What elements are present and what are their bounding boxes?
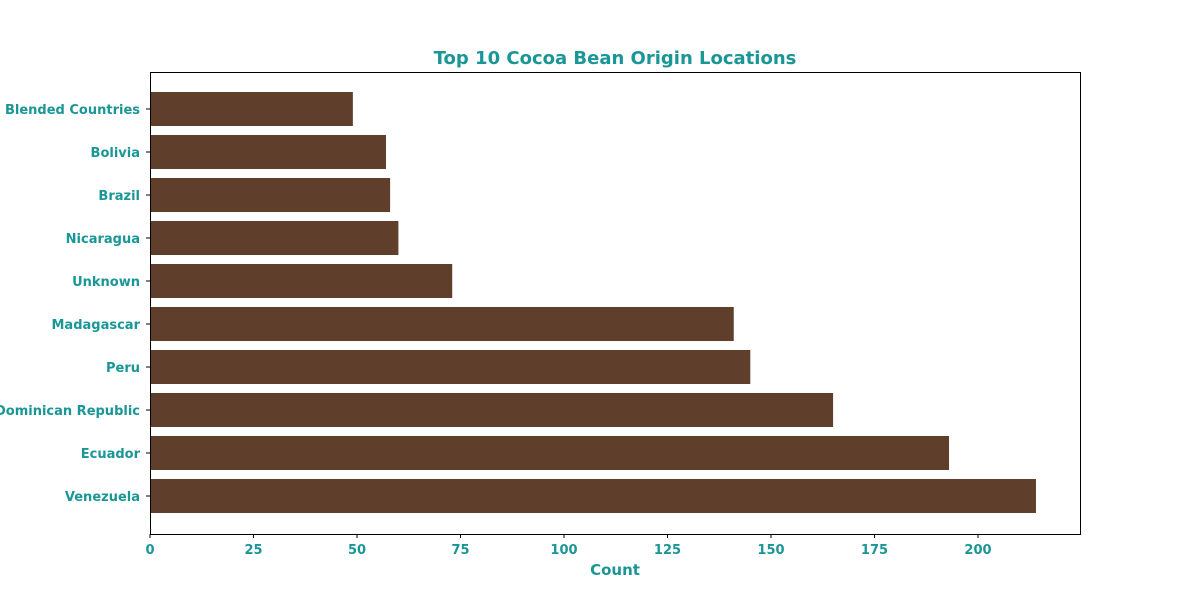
y-tick-label: Unknown: [72, 275, 140, 290]
y-tick-label: Bolivia: [91, 146, 140, 161]
bar-madagascar: [150, 307, 734, 341]
y-axis-ticks: Venezuela Ecuador Dominican Republic Peru Ma…: [0, 103, 150, 505]
bar-ecuador: [150, 436, 950, 470]
chart-title: Top 10 Cocoa Bean Origin Locations: [434, 48, 797, 69]
x-tick-label: 125: [654, 543, 681, 558]
bar-brazil: [150, 178, 391, 212]
x-tick-label: 25: [244, 543, 262, 558]
x-tick-label: 175: [861, 543, 888, 558]
x-axis-ticks: 0 25 50 75 100 125 150 175 200: [145, 534, 992, 558]
y-tick-label: Peru: [106, 361, 140, 376]
bar-unknown: [150, 264, 453, 298]
bar-nicaragua: [150, 221, 399, 255]
y-tick-label: Madagascar: [52, 318, 141, 333]
bar-blended-countries: [150, 92, 353, 126]
bar-dominican-republic: [150, 393, 834, 427]
x-tick-label: 150: [757, 543, 784, 558]
y-tick-label: Ecuador: [81, 447, 141, 462]
y-tick-label: Nicaragua: [66, 232, 140, 247]
plot-frame: [150, 72, 1081, 535]
x-tick-label: 200: [964, 543, 991, 558]
y-tick-label: Brazil: [98, 189, 140, 204]
x-axis-label: Count: [590, 561, 640, 579]
bars-layer: [150, 92, 1036, 513]
x-tick-label: 50: [348, 543, 366, 558]
bar-bolivia: [150, 135, 386, 169]
x-tick-label: 75: [451, 543, 469, 558]
bar-peru: [150, 350, 751, 384]
x-tick-label: 0: [145, 543, 154, 558]
bar-venezuela: [150, 479, 1036, 513]
y-tick-label: Venezuela: [65, 490, 140, 505]
y-tick-label: Dominican Republic: [0, 404, 140, 419]
y-tick-label: Blended Countries: [5, 103, 140, 118]
x-tick-label: 100: [550, 543, 577, 558]
